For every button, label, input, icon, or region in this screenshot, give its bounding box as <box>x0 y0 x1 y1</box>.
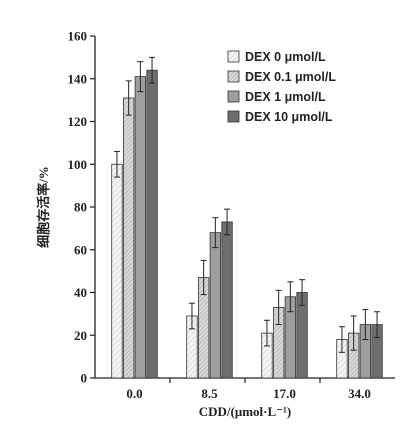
x-tick-label: 34.0 <box>348 386 371 401</box>
y-tick-label: 100 <box>68 157 88 172</box>
bar <box>123 97 135 379</box>
legend-swatch <box>227 70 240 83</box>
y-tick-label: 80 <box>74 200 87 215</box>
legend-label: DEX 1 μmol/L <box>245 90 326 104</box>
legend-swatch <box>227 50 240 63</box>
legend-swatch <box>227 110 240 123</box>
error-bars <box>113 56 381 353</box>
x-tick-label: 8.5 <box>201 386 218 401</box>
legend: DEX 0 μmol/L DEX 0.1 μmol/L DEX 1 μmol/L DE… <box>227 50 336 124</box>
y-tick-label: 0 <box>81 371 88 386</box>
bar <box>134 76 147 379</box>
y-tick-label: 60 <box>74 242 87 257</box>
y-axis-label: 细胞存活率/% <box>36 166 51 248</box>
bar <box>111 163 123 379</box>
bar <box>146 69 158 379</box>
x-tick-label: 17.0 <box>273 386 296 401</box>
y-tick-label: 160 <box>68 29 88 44</box>
legend-label: DEX 0 μmol/L <box>245 50 326 64</box>
x-tick-label: 0.0 <box>126 386 142 401</box>
y-tick-label: 40 <box>74 285 87 300</box>
legend-label: DEX 10 μmol/L <box>245 110 333 124</box>
y-tick-label: 20 <box>74 328 87 343</box>
legend-label: DEX 0.1 μmol/L <box>245 70 336 84</box>
bar <box>221 221 233 379</box>
axes: 0 20 40 60 80 100 120 140 160 0.0 8.5 17.0 34.0 <box>68 29 395 401</box>
bar <box>209 232 222 379</box>
y-tick-label: 140 <box>68 71 88 86</box>
x-axis-label: CDD/(μmol·L⁻¹) <box>199 404 292 419</box>
y-tick-label: 120 <box>68 114 88 129</box>
legend-swatch <box>227 90 240 103</box>
